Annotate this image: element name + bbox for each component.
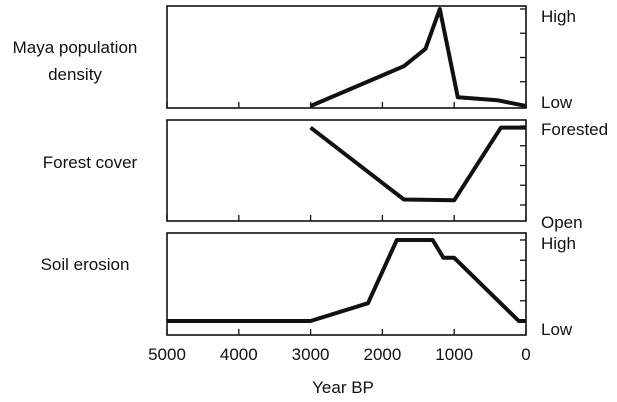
- panel-label: Soil erosion: [41, 255, 130, 274]
- y-bottom-label: Low: [541, 320, 573, 339]
- panel-label-line: Maya population: [13, 38, 138, 57]
- y-top-label: Forested: [541, 120, 608, 139]
- x-tick-label: 3000: [292, 345, 330, 364]
- y-bottom-label: Open: [541, 213, 583, 232]
- y-bottom-label: Low: [541, 93, 573, 112]
- panel-label-line: density: [48, 65, 102, 84]
- panel-2: Forest cover Forested Open: [43, 119, 608, 232]
- y-top-label: High: [541, 7, 576, 26]
- series-line: [167, 238, 526, 323]
- panel-3: Soil erosion High Low: [41, 232, 576, 339]
- panel-label: Maya population density: [13, 38, 138, 84]
- x-tick-label: 0: [521, 345, 530, 364]
- x-tick-label: 4000: [220, 345, 258, 364]
- panel-label: Forest cover: [43, 153, 138, 172]
- x-tick-label: 2000: [363, 345, 401, 364]
- series-line: [309, 125, 526, 203]
- panels: Maya population density High Low Forest cove…: [13, 5, 608, 339]
- x-axis-label: Year BP: [312, 378, 374, 397]
- panel-label-line: Forest cover: [43, 153, 138, 172]
- x-tick-label: 5000: [148, 345, 186, 364]
- x-axis: 5000 4000 3000 2000 1000 0: [148, 345, 531, 364]
- panel-label-line: Soil erosion: [41, 255, 130, 274]
- x-tick-label: 1000: [435, 345, 473, 364]
- panel-frame: [166, 119, 527, 222]
- panel-1: Maya population density High Low: [13, 5, 576, 112]
- panel-frame: [166, 232, 527, 336]
- series-line: [309, 7, 527, 108]
- y-top-label: High: [541, 234, 576, 253]
